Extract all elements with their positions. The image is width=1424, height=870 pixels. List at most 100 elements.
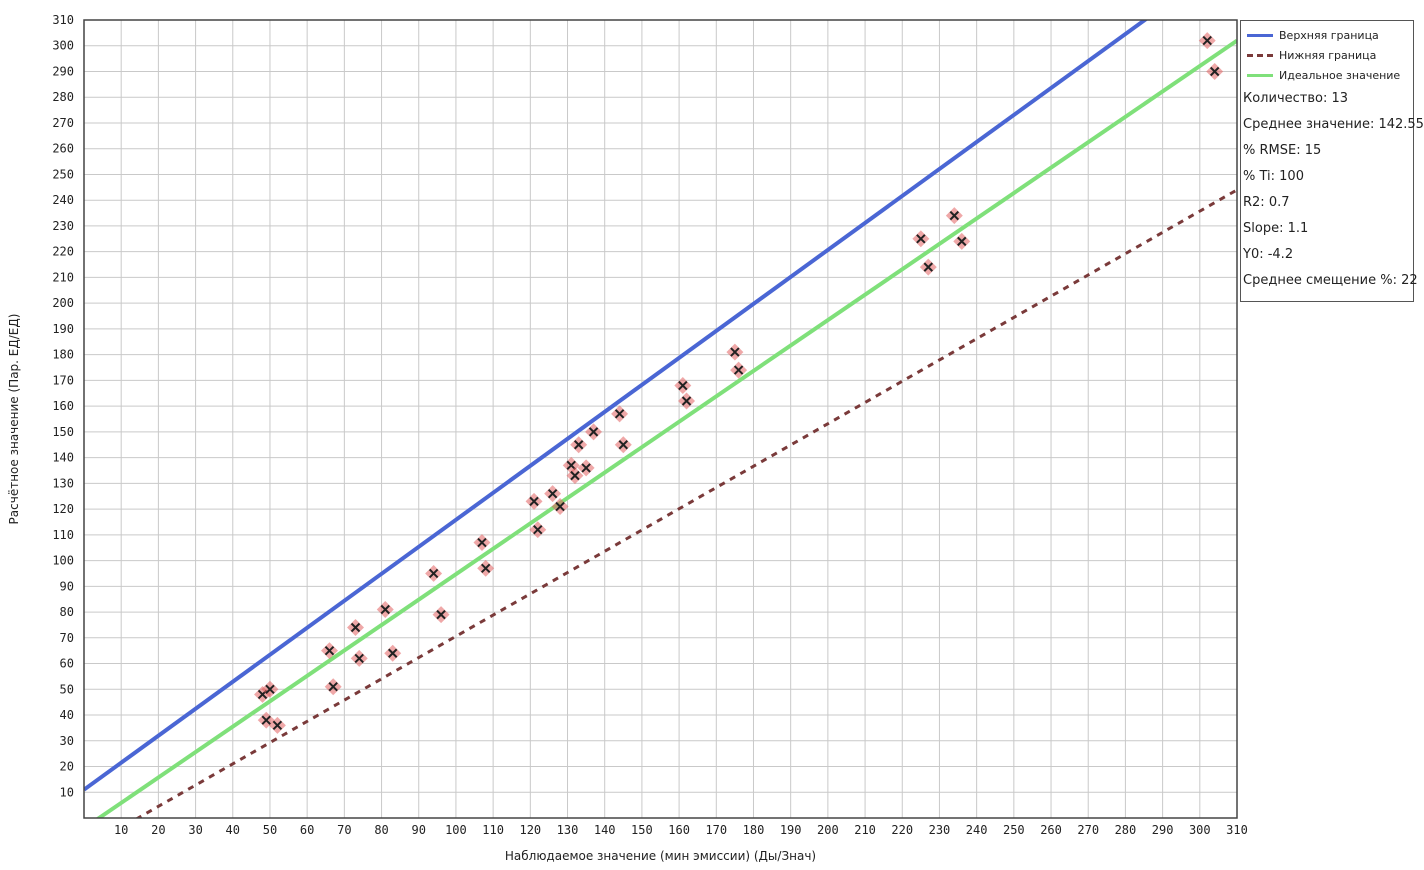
x-tick-label: 220	[891, 823, 913, 837]
grid	[84, 19, 1238, 818]
data-point	[350, 649, 368, 667]
y-tick-label: 260	[52, 142, 74, 156]
stat-y0: Y0: -4.2	[1243, 247, 1294, 262]
stat-ti: % Ti: 100	[1243, 169, 1304, 184]
data-point	[376, 601, 394, 618]
data-point	[1206, 62, 1224, 80]
stat-mean: Среднее значение: 142.55	[1243, 117, 1424, 132]
x-tick-label: 170	[705, 823, 727, 837]
x-tick-label: 190	[780, 823, 802, 837]
x-tick-label: 40	[226, 823, 240, 837]
legend-swatch-lower	[1247, 53, 1273, 57]
y-tick-label: 250	[52, 167, 74, 181]
data-point	[678, 392, 696, 410]
y-tick-label: 280	[52, 90, 74, 104]
x-tick-label: 110	[482, 823, 504, 837]
data-point	[577, 459, 595, 477]
x-tick-label: 120	[519, 823, 541, 837]
x-tick-label: 240	[966, 823, 988, 837]
x-tick-label: 20	[151, 823, 165, 837]
legend: Верхняя граница Нижняя граница Идеальное…	[1240, 20, 1424, 302]
y-tick-label: 110	[52, 528, 74, 542]
y-tick-label: 240	[52, 193, 74, 207]
y-tick-label: 150	[52, 425, 74, 439]
y-tick-label: 180	[52, 348, 74, 362]
y-tick-label: 80	[60, 605, 74, 619]
legend-swatch-upper	[1247, 33, 1273, 37]
x-tick-label: 60	[300, 823, 314, 837]
x-tick-label: 210	[854, 823, 876, 837]
data-point	[912, 230, 930, 248]
y-tick-label: 50	[60, 682, 74, 696]
data-point	[953, 232, 971, 250]
x-tick-label: 90	[412, 823, 426, 837]
y-tick-label: 160	[52, 399, 74, 413]
x-tick-label: 310	[1226, 823, 1248, 837]
y-tick-label: 230	[52, 219, 74, 233]
data-point	[674, 377, 692, 395]
data-point	[320, 642, 338, 660]
x-axis-label: Наблюдаемое значение (мин эмиссии) (Ды/З…	[505, 849, 816, 863]
x-tick-label: 280	[1115, 823, 1137, 837]
x-tick-label: 270	[1077, 823, 1099, 837]
data-point	[730, 361, 748, 379]
y-tick-label: 10	[60, 785, 74, 799]
x-tick-label: 260	[1040, 823, 1062, 837]
x-tick-label: 130	[557, 823, 579, 837]
legend-swatch-ideal	[1247, 73, 1273, 77]
y-tick-label: 270	[52, 116, 74, 130]
x-tick-label: 200	[817, 823, 839, 837]
x-tick-label: 50	[263, 823, 277, 837]
y-tick-label: 310	[52, 13, 74, 27]
x-tick-label: 160	[668, 823, 690, 837]
data-point	[529, 521, 547, 539]
x-tick-label: 290	[1152, 823, 1174, 837]
y-axis-label: Расчётное значение (Пар. ЕД/ЕД)	[7, 314, 21, 525]
y-tick-label: 100	[52, 554, 74, 568]
stat-r2: R2: 0.7	[1243, 195, 1290, 210]
y-tick-label: 30	[60, 734, 74, 748]
y-tick-label: 20	[60, 760, 74, 774]
legend-label-upper: Верхняя граница	[1279, 28, 1379, 42]
data-point	[611, 405, 629, 423]
stat-rmse: % RMSE: 15	[1243, 143, 1322, 158]
x-tick-label: 70	[337, 823, 351, 837]
data-point	[473, 534, 491, 552]
data-point	[261, 680, 279, 698]
y-tick-label: 90	[60, 579, 74, 593]
plot-frame	[83, 19, 1238, 819]
stat-count: Количество: 13	[1243, 91, 1349, 106]
data-point	[347, 619, 364, 636]
legend-item-lower: Нижняя граница	[1247, 47, 1376, 63]
data-points	[254, 32, 1224, 734]
data-point	[1198, 32, 1216, 50]
x-tick-label: 100	[445, 823, 467, 837]
data-point	[726, 343, 744, 361]
x-tick-label: 180	[743, 823, 765, 837]
y-tick-label: 200	[52, 296, 74, 310]
x-tick-label: 10	[114, 823, 128, 837]
ideal-line	[95, 38, 1237, 818]
y-tick-label: 40	[60, 708, 74, 722]
x-tick-label: 30	[188, 823, 202, 837]
data-point	[566, 467, 584, 485]
x-tick-label: 230	[929, 823, 951, 837]
y-tick-label: 190	[52, 322, 74, 336]
x-tick-label: 150	[631, 823, 653, 837]
y-tick-label: 290	[52, 64, 74, 78]
data-point	[544, 485, 562, 503]
x-tick-label: 140	[594, 823, 616, 837]
stat-slope: Slope: 1.1	[1243, 221, 1309, 236]
data-point	[525, 492, 543, 510]
legend-label-lower: Нижняя граница	[1279, 48, 1377, 62]
x-tick-label: 250	[1003, 823, 1025, 837]
tick-labels: 10 20 30 40 50 60 70 80 90 100 110 120 130 140 150 160 1…	[52, 13, 1248, 837]
data-point	[432, 606, 450, 624]
y-tick-label: 70	[60, 631, 74, 645]
y-tick-label: 130	[52, 476, 74, 490]
y-tick-label: 60	[60, 657, 74, 671]
y-tick-label: 170	[52, 373, 74, 387]
lower-bound-line	[135, 188, 1237, 818]
data-point	[384, 644, 402, 662]
